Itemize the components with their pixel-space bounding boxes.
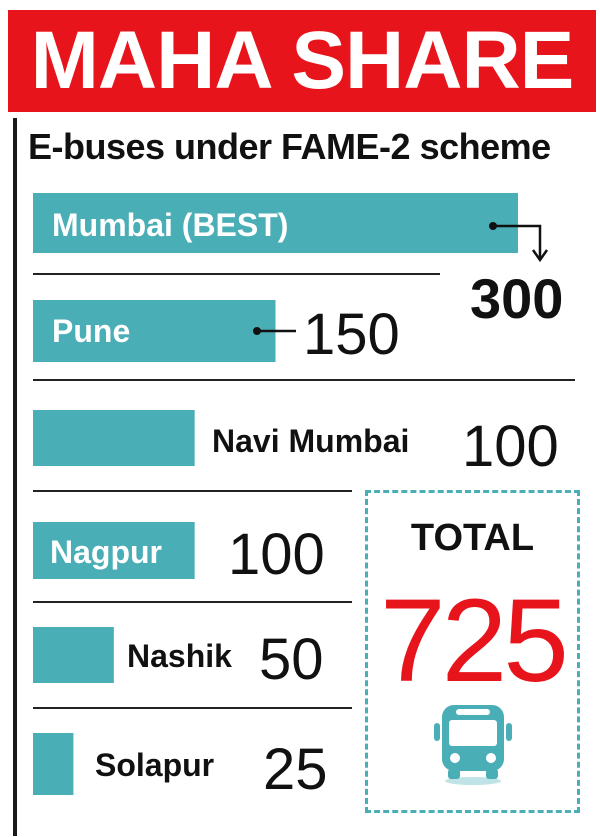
bar-nagpur	[33, 522, 195, 579]
category-label: Mumbai (BEST)	[52, 207, 288, 243]
value-label: 100	[228, 522, 325, 587]
title-banner: MAHA SHARE	[8, 10, 596, 112]
bar-pune	[33, 300, 276, 362]
bar-navi-mumbai	[33, 410, 195, 466]
chart-title: MAHA SHARE	[30, 15, 575, 106]
value-label: 150	[303, 302, 400, 367]
category-label: Navi Mumbai	[212, 423, 409, 459]
value-label: 100	[462, 414, 559, 479]
category-label: Nagpur	[50, 534, 162, 570]
category-label: Pune	[52, 313, 130, 349]
bar-nashik	[33, 627, 114, 683]
total-box: TOTAL 725	[365, 490, 580, 813]
bus-icon	[434, 705, 512, 785]
mumbai-connector	[493, 224, 542, 258]
value-label: 300	[470, 267, 563, 330]
total-value: 725	[380, 575, 569, 707]
chart-subtitle: E-buses under FAME-2 scheme	[28, 126, 551, 167]
category-label: Nashik	[127, 638, 232, 674]
bar-mumbai-best	[33, 193, 518, 253]
mumbai-arrowhead	[531, 249, 549, 263]
value-label: 25	[263, 737, 328, 802]
bar-solapur	[33, 733, 74, 795]
category-label: Solapur	[95, 747, 214, 783]
total-label: TOTAL	[410, 517, 535, 559]
value-label: 50	[259, 627, 324, 692]
left-rule	[13, 118, 17, 836]
